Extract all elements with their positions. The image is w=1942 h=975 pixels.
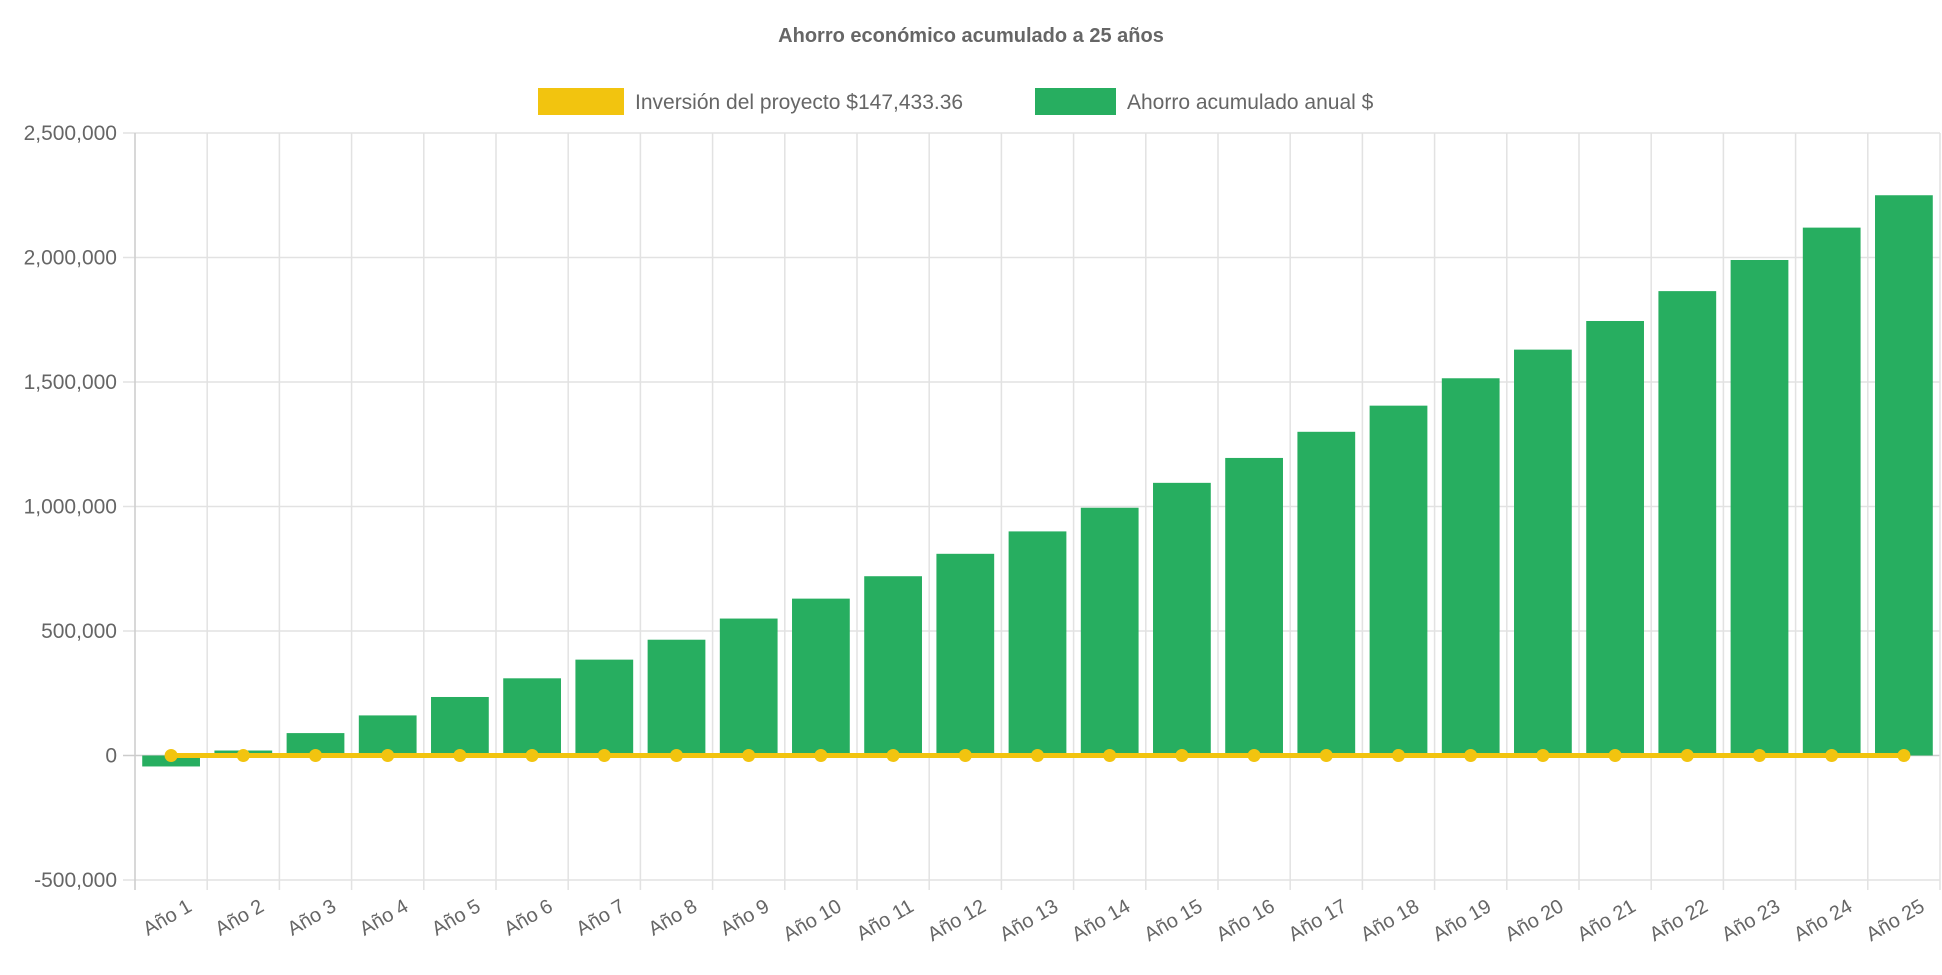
- x-tick-label: Año 11: [853, 895, 918, 945]
- bar: [1730, 259, 1789, 756]
- bar: [286, 733, 345, 756]
- line-point: [1392, 749, 1405, 762]
- line-point: [814, 749, 828, 762]
- legend-swatch-savings: [1035, 88, 1116, 115]
- x-tick-label: Año 14: [1068, 895, 1134, 946]
- y-tick-label: 1,000,000: [24, 496, 117, 519]
- bar: [358, 715, 417, 756]
- bar: [719, 618, 778, 756]
- line-point: [1680, 749, 1694, 762]
- bar: [503, 678, 561, 756]
- bar: [1369, 405, 1428, 756]
- line-point: [742, 749, 756, 762]
- bar: [1514, 349, 1572, 756]
- chart-title: Ahorro económico acumulado a 25 años: [778, 25, 1164, 47]
- bar: [1297, 431, 1356, 756]
- y-tick-label: 500,000: [41, 620, 117, 643]
- bar: [1008, 531, 1067, 756]
- legend-label-savings: Ahorro acumulado anual $: [1127, 91, 1374, 114]
- line-point: [1825, 749, 1839, 762]
- bar: [1802, 227, 1861, 756]
- x-tick-label: Año 5: [428, 895, 484, 940]
- bar: [1153, 482, 1211, 756]
- x-tick-label: Año 24: [1790, 895, 1856, 946]
- x-tick-label: Año 16: [1213, 895, 1279, 946]
- line-point: [1608, 749, 1622, 762]
- line-point: [597, 749, 611, 762]
- x-tick-label: Año 4: [356, 895, 412, 940]
- x-tick-label: Año 12: [924, 895, 990, 946]
- x-tick-label: Año 3: [284, 895, 340, 940]
- line-point: [1897, 749, 1911, 762]
- bar: [1441, 378, 1500, 756]
- bar: [792, 598, 850, 756]
- line-point: [1753, 749, 1766, 762]
- bar: [1658, 291, 1717, 756]
- x-tick-label: Año 10: [780, 895, 846, 946]
- y-tick-label: 2,000,000: [24, 247, 117, 270]
- line-point: [1175, 749, 1189, 762]
- x-tick-label: Año 17: [1285, 895, 1351, 946]
- line-point: [236, 749, 250, 762]
- line-point: [381, 749, 395, 762]
- x-tick-label: Año 21: [1574, 895, 1640, 946]
- line-point: [1464, 749, 1478, 762]
- line-point: [453, 749, 467, 762]
- line-point: [1319, 749, 1333, 762]
- y-tick-label: 0: [105, 745, 117, 768]
- line-point: [1031, 749, 1044, 762]
- bar: [431, 696, 489, 756]
- x-tick-label: Año 15: [1141, 895, 1207, 946]
- x-tick-label: Año 25: [1863, 895, 1929, 946]
- line-series: [164, 749, 1911, 762]
- x-tick-label: Año 6: [500, 895, 556, 940]
- x-tick-label: Año 19: [1429, 895, 1495, 946]
- x-tick-label: Año 7: [573, 895, 629, 940]
- bar: [864, 576, 922, 756]
- y-tick-label: 1,500,000: [24, 371, 117, 394]
- line-point: [525, 749, 539, 762]
- line-point: [670, 749, 683, 762]
- x-tick-label: Año 8: [645, 895, 701, 940]
- line-point: [309, 749, 322, 762]
- bar: [1080, 507, 1139, 756]
- x-tick-label: Año 1: [139, 895, 195, 940]
- legend-label-investment: Inversión del proyecto $147,433.36: [635, 91, 963, 114]
- bar: [1875, 195, 1933, 756]
- x-tick-label: Año 9: [717, 895, 773, 940]
- legend-swatch-investment: [538, 88, 624, 115]
- line-point: [164, 749, 178, 762]
- grid: [123, 132, 1941, 890]
- x-tick-label: Año 20: [1502, 895, 1568, 946]
- line-point: [1247, 749, 1261, 762]
- x-tick-label: Año 23: [1718, 895, 1784, 946]
- y-tick-label: -500,000: [34, 869, 117, 892]
- bars: [142, 195, 1933, 767]
- bar: [647, 639, 706, 756]
- line-point: [1103, 749, 1117, 762]
- x-tick-label: Año 18: [1357, 895, 1423, 946]
- bar: [1586, 320, 1644, 756]
- line-point: [958, 749, 972, 762]
- x-tick-label: Año 2: [212, 895, 268, 940]
- line-point: [886, 749, 900, 762]
- y-tick-label: 2,500,000: [24, 122, 117, 145]
- x-tick-label: Año 22: [1646, 895, 1712, 946]
- bar: [575, 659, 634, 756]
- x-tick-label: Año 13: [996, 895, 1062, 946]
- legend: Inversión del proyecto $147,433.36 Ahorro…: [538, 88, 1374, 115]
- bar: [1225, 457, 1283, 756]
- bar: [936, 553, 995, 756]
- line-point: [1536, 749, 1550, 762]
